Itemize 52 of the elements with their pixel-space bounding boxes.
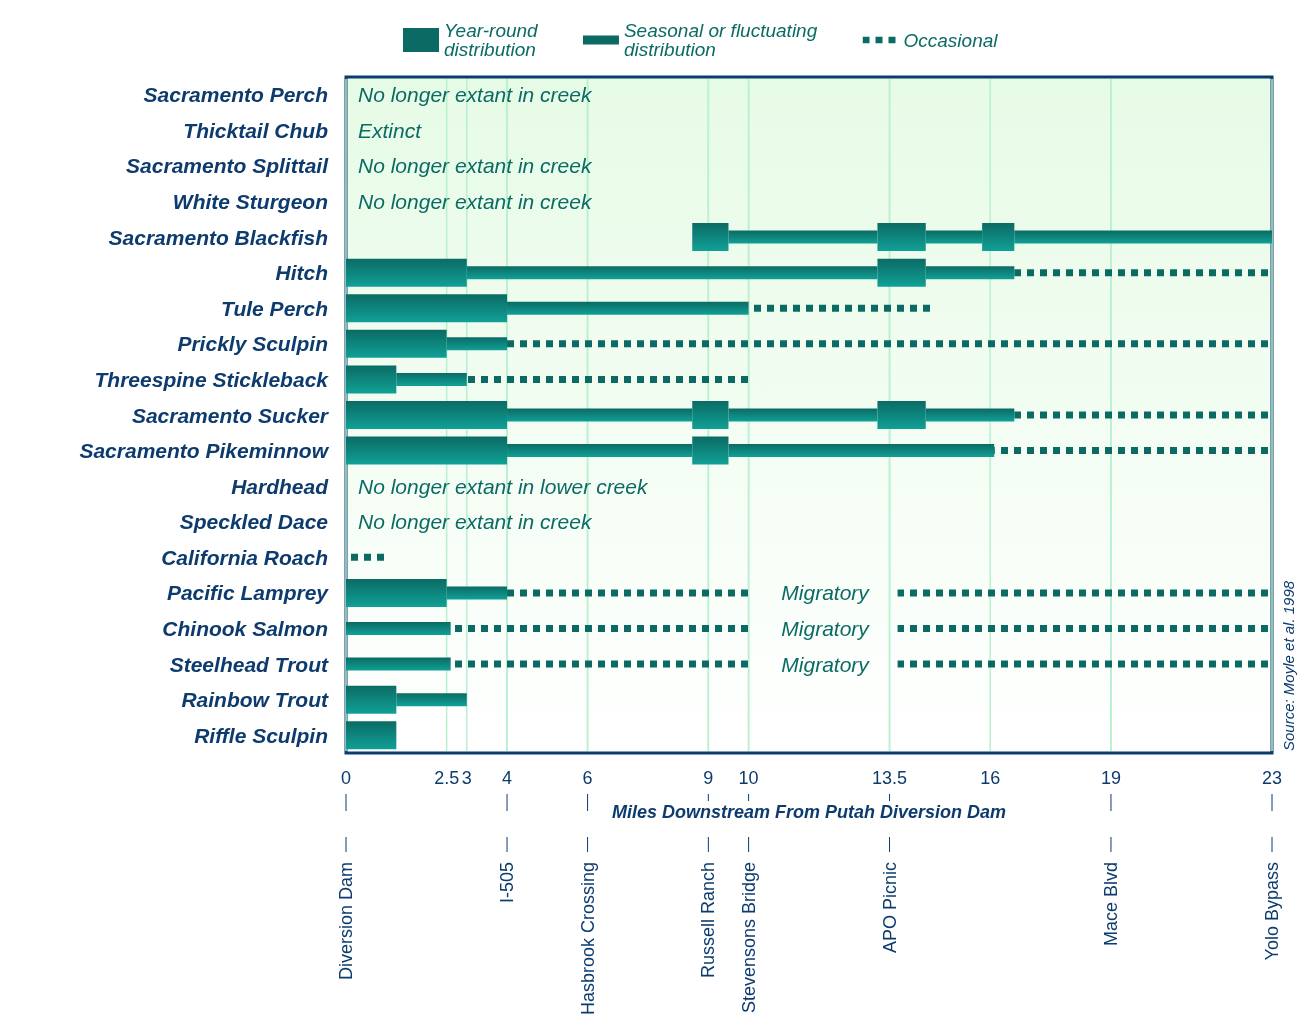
x-tick-label: 4 bbox=[502, 768, 513, 788]
y-tick-label: Thicktail Chub bbox=[183, 118, 329, 142]
x-tick-label: 10 bbox=[738, 768, 759, 788]
source-note: Source: Moyle et al. 1998 bbox=[1279, 580, 1297, 751]
ref-line-label: Russell Ranch bbox=[698, 862, 719, 979]
annotation: No longer extant in creek bbox=[358, 510, 593, 534]
x-tick-label: 19 bbox=[1100, 768, 1121, 788]
x-axis-title: Miles Downstream From Putah Diversion Dam bbox=[611, 802, 1007, 822]
y-tick-label: Sacramento Splittail bbox=[126, 154, 330, 178]
ref-line-label: I-505 bbox=[497, 862, 518, 904]
ref-line-label: Hasbrook Crossing bbox=[577, 862, 598, 1016]
y-tick-label: Chinook Salmon bbox=[162, 616, 328, 640]
annotation: No longer extant in creek bbox=[358, 83, 593, 107]
x-tick-label: 0 bbox=[340, 768, 352, 788]
annotation: No longer extant in creek bbox=[358, 154, 593, 178]
y-tick-label: California Roach bbox=[161, 545, 328, 569]
y-tick-label: Pacific Lamprey bbox=[166, 581, 330, 605]
y-tick-label: Sacramento Perch bbox=[143, 83, 328, 107]
y-tick-label: Threespine Stickleback bbox=[94, 367, 330, 391]
x-tick-label: 3 bbox=[461, 768, 472, 788]
annotation: No longer extant in creek bbox=[358, 190, 593, 214]
x-tick-label: 16 bbox=[980, 768, 1001, 788]
legend-label: Year-round distribution bbox=[444, 20, 543, 60]
ref-line-label: Mace Blvd bbox=[1100, 862, 1121, 947]
ref-line-label: APO Picnic bbox=[879, 862, 900, 954]
annotation: Extinct bbox=[358, 118, 423, 142]
annotation: Migratory bbox=[781, 616, 871, 640]
legend-label: Seasonal or fluctuating distribution bbox=[623, 20, 823, 60]
x-tick-label: 2.5 bbox=[434, 768, 460, 788]
y-tick-label: Tule Perch bbox=[221, 296, 328, 320]
annotation: Migratory bbox=[781, 581, 871, 605]
x-tick-label: 9 bbox=[703, 768, 714, 788]
annotation: Migratory bbox=[781, 652, 871, 676]
y-tick-label: Riffle Sculpin bbox=[194, 723, 328, 747]
y-tick-label: Hitch bbox=[275, 261, 328, 285]
y-tick-label: Sacramento Sucker bbox=[131, 403, 330, 427]
y-tick-label: Hardhead bbox=[231, 474, 330, 498]
y-tick-label: White Sturgeon bbox=[172, 190, 328, 214]
x-tick-label: 6 bbox=[582, 768, 593, 788]
annotation: No longer extant in lower creek bbox=[358, 474, 649, 498]
x-tick-label: 23 bbox=[1261, 768, 1283, 788]
legend-label: Occasional bbox=[903, 29, 999, 51]
ref-line-label: Stevensons Bridge bbox=[738, 862, 759, 1014]
y-tick-label: Prickly Sculpin bbox=[177, 332, 328, 356]
ref-line-label: Yolo Bypass bbox=[1262, 862, 1282, 961]
y-tick-label: Steelhead Trout bbox=[169, 652, 329, 676]
x-tick-label: 13.5 bbox=[872, 768, 908, 788]
y-tick-label: Speckled Dace bbox=[179, 510, 329, 534]
ref-line-label: Diversion Dam bbox=[336, 862, 356, 981]
y-tick-label: Sacramento Blackfish bbox=[108, 225, 328, 249]
y-tick-label: Sacramento Pikeminnow bbox=[79, 439, 330, 463]
y-tick-label: Rainbow Trout bbox=[181, 688, 329, 712]
